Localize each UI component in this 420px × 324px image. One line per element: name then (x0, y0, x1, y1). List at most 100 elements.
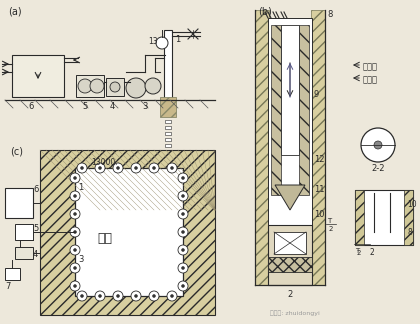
Bar (311, 10, 325, 285)
Bar (5, 268, 20, 280)
Bar (165, 174, 171, 177)
Bar (75, 168, 183, 296)
Circle shape (181, 249, 184, 251)
Circle shape (374, 141, 382, 149)
Circle shape (116, 167, 120, 169)
Bar (40, 150, 215, 315)
Text: 2: 2 (369, 248, 374, 257)
Text: 5: 5 (82, 102, 87, 111)
Circle shape (70, 245, 80, 255)
Circle shape (178, 209, 188, 219)
Text: 13000.: 13000. (92, 158, 118, 167)
Circle shape (74, 267, 76, 270)
Text: 12: 12 (314, 155, 325, 164)
Text: 3: 3 (142, 102, 147, 111)
Text: (c): (c) (10, 147, 23, 157)
Text: 微信号: zhuidongyi: 微信号: zhuidongyi (270, 310, 320, 316)
Circle shape (81, 167, 84, 169)
Circle shape (74, 249, 76, 251)
Circle shape (74, 230, 76, 234)
Text: 基坑: 基坑 (97, 232, 113, 245)
Text: 2-2: 2-2 (371, 164, 384, 173)
Circle shape (152, 295, 155, 297)
Bar (165, 210, 171, 213)
Circle shape (78, 79, 92, 93)
Circle shape (77, 291, 87, 301)
Circle shape (134, 295, 137, 297)
Circle shape (70, 173, 80, 183)
Text: 8: 8 (327, 10, 332, 19)
Circle shape (113, 291, 123, 301)
Circle shape (99, 167, 102, 169)
Bar (165, 126, 171, 129)
Circle shape (181, 177, 184, 179)
Circle shape (116, 295, 120, 297)
Bar (165, 120, 171, 123)
Bar (165, 156, 171, 159)
Polygon shape (275, 185, 305, 210)
Circle shape (110, 82, 120, 92)
Circle shape (178, 191, 188, 201)
Circle shape (171, 295, 173, 297)
Bar (281, 25, 299, 155)
Text: 4: 4 (110, 102, 115, 111)
Circle shape (171, 167, 173, 169)
Text: 9: 9 (314, 90, 319, 99)
Circle shape (178, 281, 188, 291)
Bar (268, 18, 312, 238)
Circle shape (70, 281, 80, 291)
Circle shape (131, 163, 141, 173)
Circle shape (99, 295, 102, 297)
Text: 11: 11 (314, 185, 325, 194)
Bar (255, 10, 269, 285)
Bar (164, 30, 172, 100)
Text: T: T (355, 248, 359, 254)
Text: 13: 13 (148, 37, 158, 46)
Circle shape (113, 163, 123, 173)
Text: (a): (a) (8, 6, 21, 16)
Text: 1: 1 (175, 35, 180, 44)
Text: 4: 4 (33, 250, 38, 259)
Circle shape (95, 291, 105, 301)
Text: 2: 2 (357, 250, 361, 256)
Bar (165, 216, 171, 219)
Text: 高压水: 高压水 (363, 62, 378, 71)
Bar (404, 190, 413, 245)
Circle shape (178, 173, 188, 183)
Text: 10: 10 (407, 200, 417, 209)
Circle shape (74, 284, 76, 287)
Bar (268, 257, 312, 272)
Circle shape (74, 177, 76, 179)
Bar (165, 144, 171, 147)
Bar (5, 188, 33, 218)
Bar (165, 192, 171, 195)
Bar (15, 247, 33, 259)
Text: 2: 2 (287, 290, 292, 299)
Circle shape (145, 78, 161, 94)
Bar (299, 25, 309, 195)
Circle shape (126, 78, 146, 98)
Text: 2: 2 (329, 226, 333, 232)
Bar (165, 204, 171, 207)
Text: 3: 3 (78, 255, 84, 264)
Circle shape (181, 284, 184, 287)
Text: 1: 1 (78, 183, 83, 192)
Circle shape (178, 245, 188, 255)
Bar (165, 186, 171, 189)
Text: 5: 5 (33, 224, 38, 233)
Bar (165, 162, 171, 165)
Circle shape (167, 291, 177, 301)
Circle shape (70, 209, 80, 219)
Bar (355, 190, 413, 245)
Text: 7: 7 (5, 282, 10, 291)
Text: 6: 6 (33, 185, 38, 194)
Text: 地下水: 地下水 (363, 75, 378, 84)
Text: (b): (b) (258, 6, 272, 16)
Bar (355, 190, 364, 245)
Text: 10: 10 (314, 210, 325, 219)
Circle shape (167, 163, 177, 173)
Circle shape (181, 194, 184, 198)
Text: 6: 6 (28, 102, 33, 111)
Circle shape (181, 230, 184, 234)
Bar (274, 232, 306, 254)
